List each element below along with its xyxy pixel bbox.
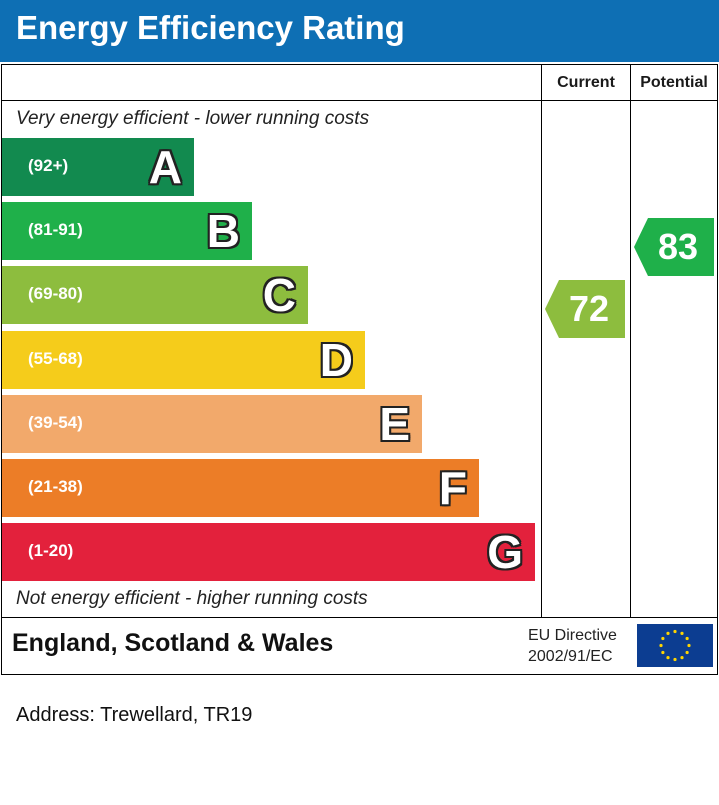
chart-frame	[1, 64, 718, 675]
eu-star	[661, 650, 665, 655]
potential-rating-value: 83	[657, 226, 699, 267]
band-letter: E	[379, 398, 410, 450]
caption-inefficient: Not energy efficient - higher running co…	[16, 588, 368, 609]
band-range: (21-38)	[28, 477, 83, 496]
caption-efficient: Very energy efficient - lower running co…	[16, 108, 370, 129]
band-letter: F	[438, 462, 467, 514]
eu-star	[680, 631, 684, 635]
eu-flag-stars	[659, 629, 691, 662]
band-range: (69-80)	[28, 284, 83, 303]
band-a: (92+) A	[2, 138, 194, 196]
eu-star	[685, 636, 689, 641]
band-range: (1-20)	[28, 541, 74, 560]
current-rating-arrow: 72	[545, 280, 625, 338]
eu-star	[659, 643, 663, 648]
band-e: (39-54) E	[2, 395, 422, 453]
band-f: (21-38) F	[2, 459, 479, 517]
eu-star	[673, 657, 677, 662]
current-column-header: Current	[557, 74, 615, 91]
page-title: Energy Efficiency Rating	[16, 9, 405, 46]
band-range: (81-91)	[28, 220, 83, 239]
eu-star	[680, 656, 684, 660]
eu-star	[661, 636, 665, 641]
region-label: England, Scotland & Wales	[12, 629, 334, 657]
footer-divider	[1, 617, 717, 618]
potential-rating-arrow: 83	[634, 218, 714, 276]
eu-star	[673, 629, 677, 634]
band-d: (55-68) D	[2, 331, 365, 389]
band-letter: G	[487, 526, 523, 578]
band-letter: A	[148, 141, 182, 193]
potential-column-header: Potential	[640, 74, 708, 91]
current-rating-value: 72	[568, 288, 610, 329]
directive-line-2: 2002/91/EC	[528, 648, 613, 665]
directive-line-1: EU Directive	[528, 627, 617, 644]
band-range: (55-68)	[28, 349, 83, 368]
band-letter: B	[206, 205, 240, 257]
eu-flag-icon	[637, 624, 713, 667]
address-text: Address: Trewellard, TR19	[16, 704, 253, 726]
column-divider-current	[541, 64, 542, 618]
band-range: (39-54)	[28, 413, 83, 432]
eu-star	[666, 656, 670, 660]
eu-star	[666, 631, 670, 635]
header-bar: Energy Efficiency Rating	[0, 0, 719, 62]
band-c: (69-80) C	[2, 266, 308, 324]
eu-star	[687, 643, 691, 648]
eu-star	[685, 650, 689, 655]
column-divider-potential	[630, 64, 631, 618]
band-letter: C	[262, 269, 296, 321]
band-g: (1-20) G	[2, 523, 535, 581]
band-range: (92+)	[28, 156, 69, 175]
band-b: (81-91) B	[2, 202, 252, 260]
band-letter: D	[319, 334, 353, 386]
header-row-divider	[1, 100, 717, 101]
